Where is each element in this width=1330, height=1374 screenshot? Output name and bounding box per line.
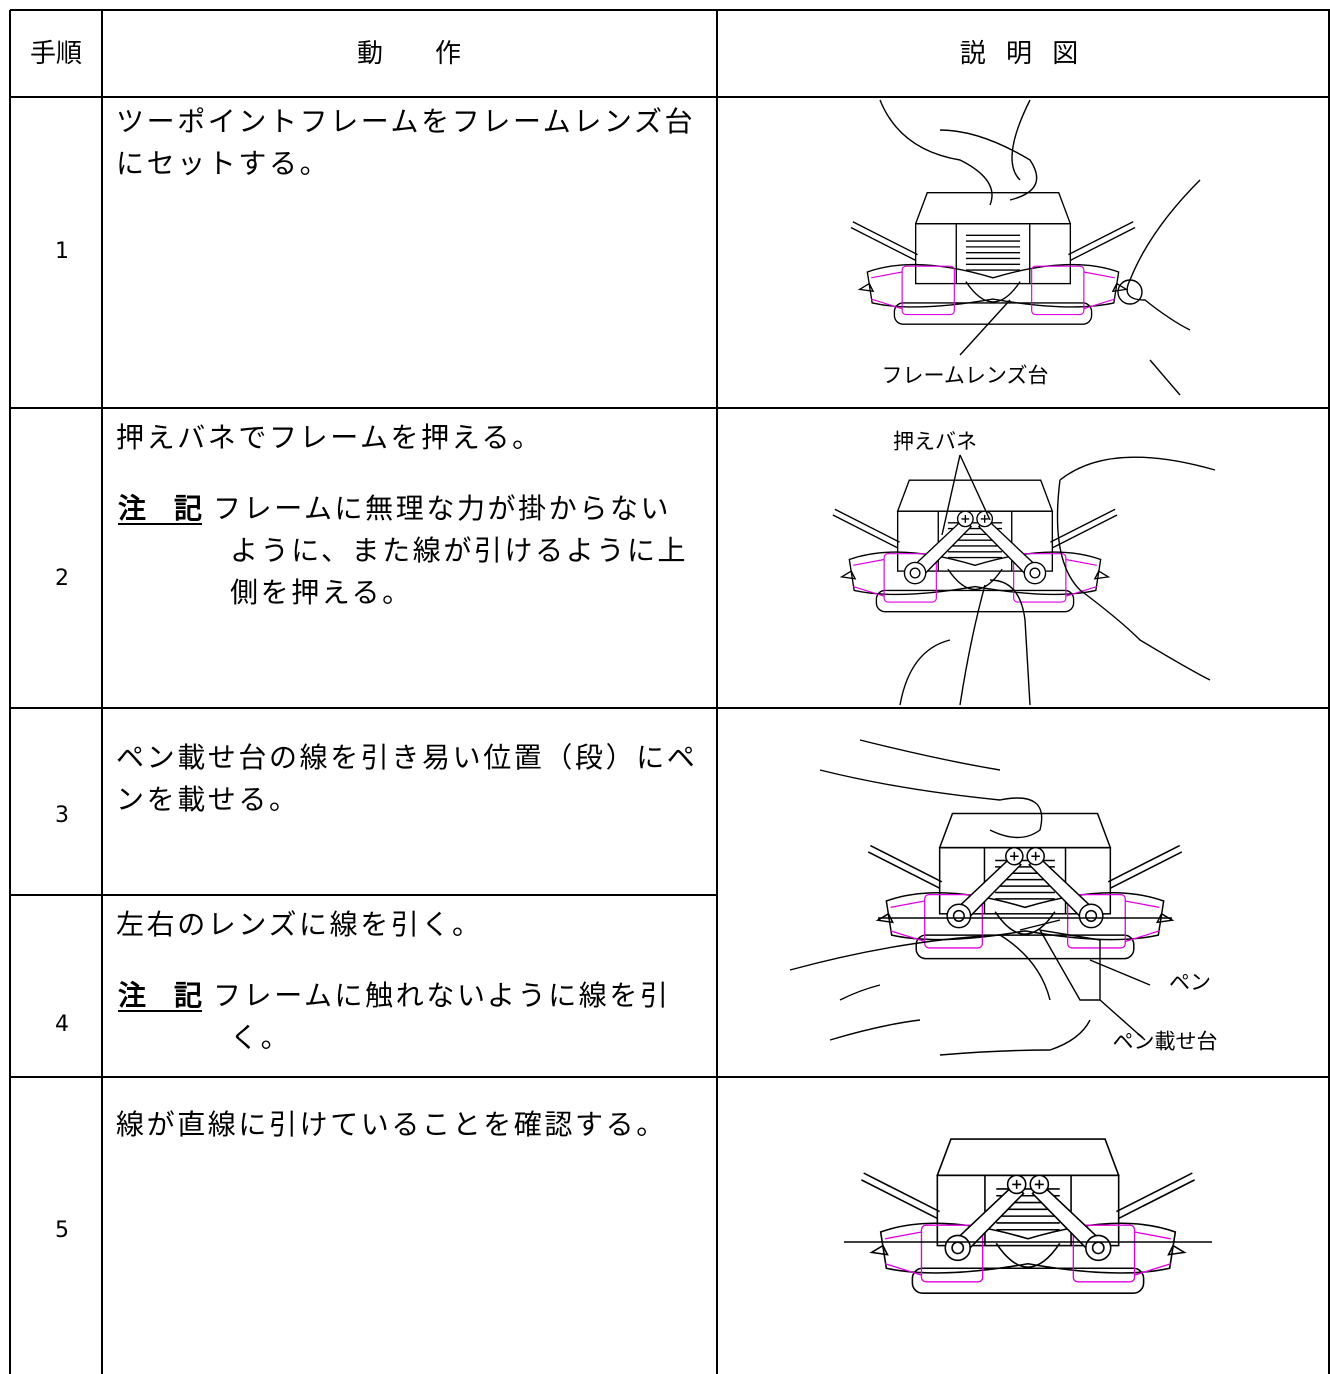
device	[850, 192, 1136, 325]
note-text: く。	[230, 1021, 292, 1054]
springs	[944, 1174, 1112, 1262]
header-step: 手順	[29, 39, 83, 69]
step-number: 1	[55, 239, 69, 264]
note-text: 側を押える。	[230, 576, 413, 609]
figure-1	[850, 99, 1201, 396]
device	[867, 812, 1183, 960]
action-text: ツーポイントフレームをフレームレンズ台	[116, 105, 696, 138]
note-text: ように、また線が引けるように上	[230, 534, 689, 567]
note-label: 注 記	[118, 979, 203, 1012]
step-number: 3	[55, 803, 69, 828]
note-text: フレームに無理な力が掛からない	[213, 492, 672, 525]
table-borders	[9, 9, 1330, 1374]
figure-label: ペン載せ台	[1112, 1029, 1218, 1054]
figure-2	[832, 454, 1216, 706]
note-text: フレームに触れないように線を引	[213, 979, 671, 1012]
figure-label: 押えバネ	[893, 429, 977, 454]
step-number: 4	[55, 1012, 69, 1037]
header-figure: 説 明 図	[959, 39, 1085, 69]
figure-5	[844, 1138, 1212, 1295]
device	[860, 1138, 1196, 1295]
springs	[946, 846, 1104, 929]
action-text: ペン載せ台の線を引き易い位置（段）にペ	[116, 741, 698, 774]
action-text: ンを載せる。	[116, 783, 300, 816]
action-text: にセットする。	[116, 147, 331, 180]
springs	[903, 510, 1047, 585]
figure-label: ペン	[1169, 970, 1211, 995]
step-number: 5	[55, 1218, 69, 1243]
figure-3-4	[789, 739, 1183, 1056]
action-text: 左右のレンズに線を引く。	[116, 908, 483, 941]
step-number: 2	[55, 566, 69, 591]
figure-label: フレームレンズ台	[881, 363, 1049, 388]
device	[832, 479, 1118, 613]
action-text: 線が直線に引けていることを確認する。	[116, 1108, 667, 1141]
note-label: 注 記	[118, 492, 203, 525]
header-action: 動 作	[356, 39, 462, 69]
action-text: 押えバネでフレームを押える。	[116, 421, 543, 454]
